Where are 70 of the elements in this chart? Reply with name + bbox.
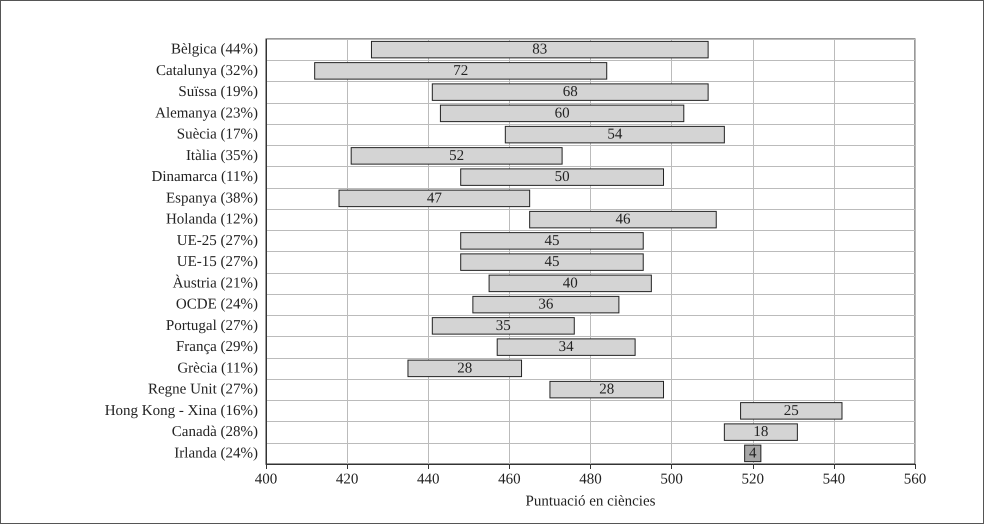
bar bbox=[314, 62, 608, 80]
data-label: 4 bbox=[749, 445, 757, 462]
y-tick-label: Canadà (28%) bbox=[172, 424, 258, 440]
x-tick-label: 400 bbox=[254, 472, 278, 488]
data-label: 45 bbox=[544, 254, 560, 270]
data-label: 68 bbox=[562, 84, 578, 100]
y-tick-label: Itàlia (35%) bbox=[186, 148, 258, 164]
x-tick-label: 520 bbox=[742, 472, 764, 488]
bar bbox=[460, 168, 664, 186]
bar bbox=[740, 402, 842, 420]
bar bbox=[338, 190, 530, 208]
y-tick-label: Suïssa (19%) bbox=[178, 84, 258, 100]
x-tick-label: 500 bbox=[660, 472, 683, 488]
y-tick-label: Catalunya (32%) bbox=[156, 62, 258, 79]
data-label: 54 bbox=[607, 126, 623, 143]
y-tick-label: França (29%) bbox=[176, 339, 258, 356]
y-tick-label: Bèlgica (44%) bbox=[170, 42, 258, 58]
bar bbox=[496, 338, 636, 356]
y-tick-label: Irlanda (24%) bbox=[174, 445, 258, 462]
data-label: 28 bbox=[599, 382, 614, 398]
x-tick-label: 460 bbox=[498, 472, 521, 488]
data-label: 46 bbox=[615, 212, 631, 228]
y-tick-label: UE-25 (27%) bbox=[176, 232, 258, 249]
x-tick-label: 440 bbox=[417, 472, 440, 488]
bar bbox=[504, 126, 725, 144]
bar bbox=[529, 210, 717, 228]
bar bbox=[370, 40, 709, 58]
y-tick-label: Àustria (21%) bbox=[172, 274, 258, 292]
data-label: 18 bbox=[753, 424, 768, 440]
bar bbox=[472, 296, 620, 314]
x-tick-label: 560 bbox=[904, 472, 926, 488]
x-tick-label: 420 bbox=[336, 472, 358, 488]
y-tick-label: UE-15 (27%) bbox=[176, 254, 258, 270]
y-tick-label: Espanya (38%) bbox=[166, 190, 258, 206]
data-label: 47 bbox=[426, 190, 442, 206]
data-label: 45 bbox=[544, 232, 560, 249]
x-tick-label: 540 bbox=[822, 472, 846, 488]
y-tick-label: OCDE (24%) bbox=[176, 296, 258, 313]
data-label: 83 bbox=[532, 42, 548, 58]
bar bbox=[407, 360, 522, 378]
data-label: 40 bbox=[562, 275, 578, 292]
data-label: 60 bbox=[554, 105, 570, 122]
bar bbox=[744, 444, 762, 462]
y-tick-label: Portugal (27%) bbox=[166, 318, 258, 334]
bar bbox=[350, 147, 563, 165]
y-tick-label: Grècia (11%) bbox=[177, 360, 258, 376]
data-label: 50 bbox=[554, 169, 570, 186]
data-label: 28 bbox=[457, 360, 472, 376]
data-label: 34 bbox=[558, 339, 574, 356]
y-tick-label: Alemanya (23%) bbox=[155, 105, 258, 122]
x-axis-title: Puntuació en ciències bbox=[526, 494, 656, 510]
bar bbox=[460, 232, 644, 250]
bar bbox=[432, 83, 709, 101]
bar bbox=[440, 104, 684, 122]
data-label: 35 bbox=[496, 318, 511, 334]
bar bbox=[432, 317, 575, 335]
y-tick-label: Dinamarca (11%) bbox=[152, 169, 258, 186]
data-label: 72 bbox=[453, 62, 468, 79]
data-label: 52 bbox=[449, 148, 464, 164]
bar bbox=[460, 253, 644, 271]
x-tick-label: 480 bbox=[579, 472, 602, 488]
bar bbox=[488, 274, 652, 292]
y-tick-label: Holanda (12%) bbox=[166, 212, 258, 228]
data-label: 36 bbox=[538, 296, 554, 313]
y-tick-label: Hong Kong - Xina (16%) bbox=[104, 402, 258, 419]
bar bbox=[549, 380, 664, 398]
bar bbox=[724, 423, 798, 441]
data-label: 25 bbox=[784, 402, 799, 419]
y-tick-label: Regne Unit (27%) bbox=[148, 382, 258, 398]
y-tick-label: Suècia (17%) bbox=[176, 126, 258, 143]
